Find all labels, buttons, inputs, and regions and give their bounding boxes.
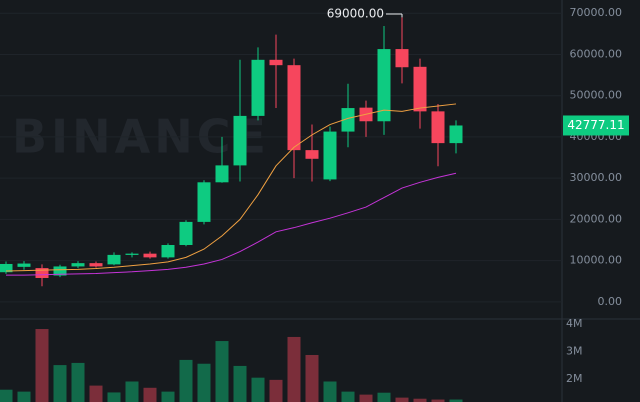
- volume-bar: [197, 363, 211, 402]
- volume-tick-label: 4M: [566, 317, 583, 330]
- volume-bar: [269, 379, 283, 402]
- volume-bar: [233, 365, 247, 402]
- volume-bar: [71, 362, 85, 402]
- y-tick-label: 0.00: [598, 295, 623, 308]
- candle-body: [125, 253, 139, 255]
- volume-tick-label: 2M: [566, 372, 583, 385]
- candle-body: [215, 165, 229, 183]
- candle-body: [323, 131, 337, 180]
- candle-body: [161, 244, 175, 258]
- candle-body: [449, 125, 463, 144]
- candle-body: [179, 221, 193, 245]
- price-tag: [563, 115, 629, 136]
- volume-bar: [251, 377, 265, 402]
- y-tick-label: 60000.00: [570, 47, 623, 60]
- volume-bar: [179, 359, 193, 402]
- moving-average: [6, 172, 457, 276]
- volume-bar: [431, 399, 445, 402]
- volume-bar: [35, 329, 49, 402]
- candle-body: [413, 66, 427, 112]
- volume-bar: [89, 385, 103, 402]
- y-tick-label: 50000.00: [570, 89, 623, 102]
- volume-bar: [107, 392, 121, 402]
- volume-bar: [449, 399, 463, 402]
- volume-bar: [125, 381, 139, 402]
- volume-bar: [323, 381, 337, 402]
- candle-body: [377, 49, 391, 122]
- y-tick-label: 30000.00: [570, 171, 623, 184]
- volume-bar: [305, 354, 319, 402]
- volume-bar: [413, 398, 427, 402]
- volume-bar: [359, 394, 373, 402]
- candle-body: [269, 59, 283, 66]
- candle-body: [53, 266, 67, 276]
- candle-body: [89, 263, 103, 267]
- candle-body: [143, 253, 157, 258]
- candle-body: [35, 268, 49, 278]
- candle-body: [305, 150, 319, 159]
- candle-body: [0, 263, 13, 273]
- candle-body: [197, 182, 211, 222]
- candle-body: [287, 65, 301, 151]
- volume-bar: [395, 397, 409, 402]
- price-tag-label: 42777.11: [567, 118, 624, 132]
- volume-bar: [53, 365, 67, 402]
- candle-body: [431, 111, 445, 144]
- high-annotation: 69000.00: [327, 7, 384, 21]
- volume-bar: [161, 391, 175, 402]
- volume-bar: [287, 336, 301, 402]
- volume-bar: [341, 391, 355, 402]
- volume-bar: [215, 341, 229, 402]
- candle-body: [71, 263, 85, 267]
- y-tick-label: 70000.00: [570, 6, 623, 19]
- y-tick-label: 10000.00: [570, 254, 623, 267]
- volume-bar: [0, 389, 13, 402]
- candle-body: [395, 49, 409, 68]
- volume-bar: [17, 391, 31, 402]
- volume-bar: [377, 392, 391, 402]
- candle-body: [107, 254, 121, 265]
- candle-body: [341, 108, 355, 132]
- moving-average: [5, 103, 457, 272]
- volume-bar: [143, 387, 157, 402]
- candle-body: [233, 115, 247, 166]
- volume-tick-label: 3M: [566, 344, 583, 357]
- candle-body: [251, 59, 265, 116]
- candle-body: [17, 263, 31, 267]
- y-tick-label: 20000.00: [570, 212, 623, 225]
